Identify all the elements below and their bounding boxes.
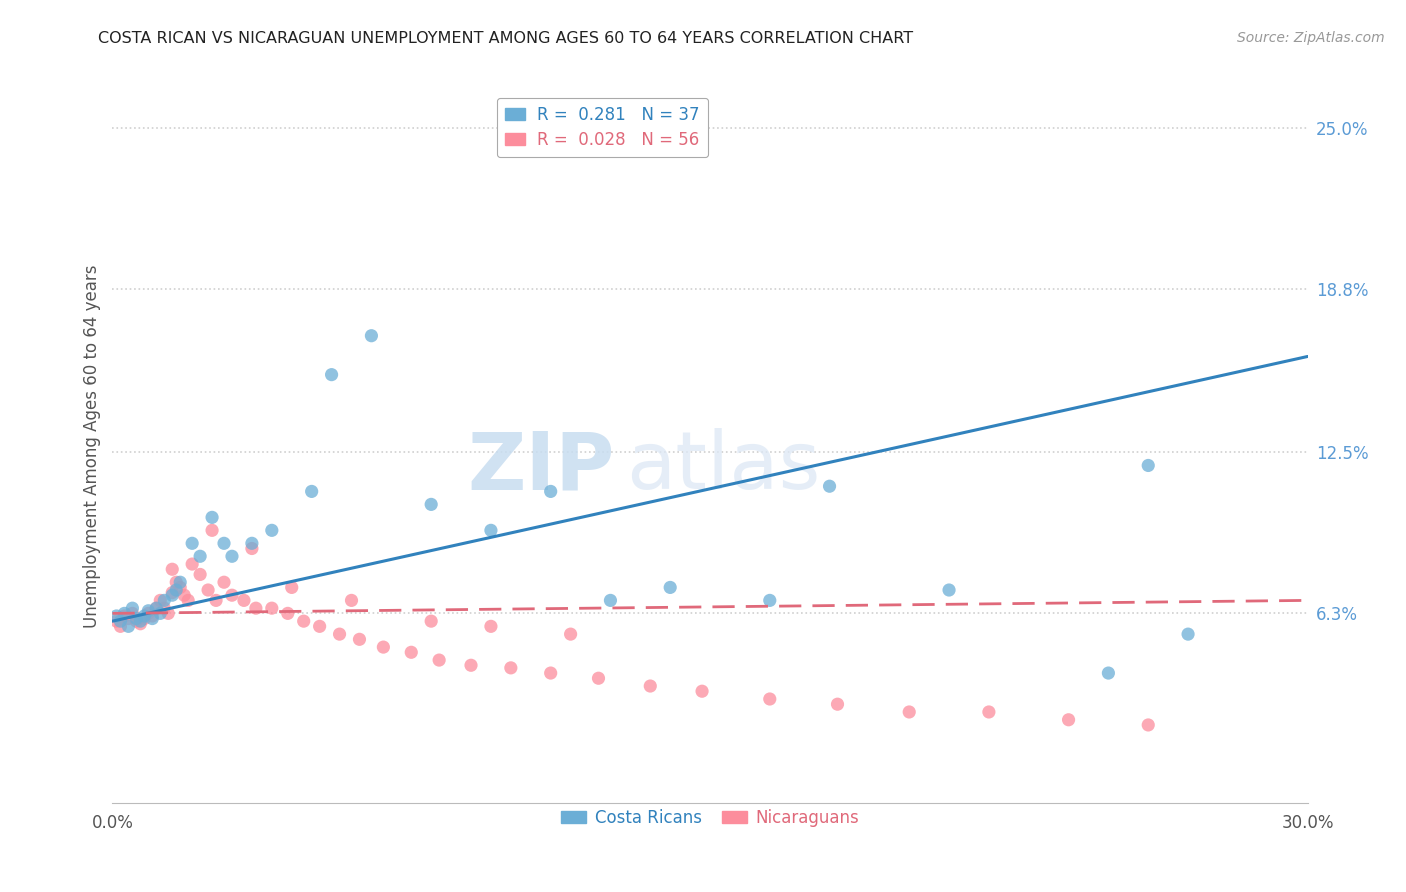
Point [759, 593, 782, 607]
Point [221, 549, 243, 564]
Text: ZIP: ZIP [467, 428, 614, 507]
Point [301, 484, 323, 499]
Point [201, 524, 224, 538]
Point [240, 541, 263, 556]
Point [373, 640, 395, 654]
Text: COSTA RICAN VS NICARAGUAN UNEMPLOYMENT AMONG AGES 60 TO 64 YEARS CORRELATION CHA: COSTA RICAN VS NICARAGUAN UNEMPLOYMENT A… [98, 31, 914, 46]
Point [420, 614, 443, 628]
Point [599, 593, 621, 607]
Point [105, 609, 128, 624]
Point [129, 614, 152, 628]
Point [165, 575, 187, 590]
Point [540, 666, 562, 681]
Point [1137, 718, 1160, 732]
Point [818, 479, 841, 493]
Point [292, 614, 315, 628]
Point [157, 607, 180, 621]
Point [349, 632, 371, 647]
Point [640, 679, 662, 693]
Text: Source: ZipAtlas.com: Source: ZipAtlas.com [1237, 31, 1385, 45]
Point [401, 645, 423, 659]
Legend: Costa Ricans, Nicaraguans: Costa Ricans, Nicaraguans [554, 803, 866, 834]
Point [134, 611, 156, 625]
Point [260, 524, 283, 538]
Point [141, 611, 163, 625]
Point [588, 671, 610, 685]
Point [281, 581, 304, 595]
Point [162, 585, 183, 599]
Point [145, 601, 167, 615]
Point [827, 697, 849, 711]
Y-axis label: Unemployment Among Ages 60 to 64 years: Unemployment Among Ages 60 to 64 years [83, 264, 101, 628]
Point [110, 619, 132, 633]
Point [201, 510, 224, 524]
Text: atlas: atlas [627, 428, 821, 507]
Point [169, 575, 191, 590]
Point [149, 593, 172, 607]
Point [165, 582, 187, 597]
Point [221, 588, 243, 602]
Point [121, 607, 143, 621]
Point [141, 609, 163, 624]
Point [1137, 458, 1160, 473]
Point [145, 601, 167, 615]
Point [659, 581, 682, 595]
Point [129, 616, 152, 631]
Point [110, 614, 132, 628]
Point [277, 607, 299, 621]
Point [114, 607, 135, 621]
Point [308, 619, 330, 633]
Point [181, 536, 204, 550]
Point [420, 497, 443, 511]
Point [121, 601, 143, 615]
Point [162, 562, 183, 576]
Point [479, 619, 502, 633]
Point [205, 593, 228, 607]
Point [153, 601, 176, 615]
Point [460, 658, 482, 673]
Point [1057, 713, 1080, 727]
Point [114, 609, 135, 624]
Point [977, 705, 1000, 719]
Point [162, 588, 183, 602]
Point [138, 607, 160, 621]
Point [898, 705, 921, 719]
Point [340, 593, 363, 607]
Point [759, 692, 782, 706]
Point [188, 567, 211, 582]
Point [938, 582, 960, 597]
Point [188, 549, 211, 564]
Point [212, 536, 235, 550]
Point [125, 611, 148, 625]
Point [479, 524, 502, 538]
Point [105, 614, 128, 628]
Point [245, 601, 267, 615]
Point [260, 601, 283, 615]
Point [138, 604, 160, 618]
Point [240, 536, 263, 550]
Point [329, 627, 352, 641]
Point [177, 593, 200, 607]
Point [197, 582, 219, 597]
Point [690, 684, 713, 698]
Point [153, 593, 176, 607]
Point [560, 627, 582, 641]
Point [427, 653, 450, 667]
Point [169, 581, 191, 595]
Point [173, 588, 195, 602]
Point [233, 593, 256, 607]
Point [149, 607, 172, 621]
Point [117, 619, 139, 633]
Point [212, 575, 235, 590]
Point [134, 609, 156, 624]
Point [125, 614, 148, 628]
Point [499, 661, 522, 675]
Point [360, 328, 382, 343]
Point [117, 611, 139, 625]
Point [1177, 627, 1199, 641]
Point [181, 557, 204, 571]
Point [540, 484, 562, 499]
Point [321, 368, 343, 382]
Point [1097, 666, 1119, 681]
